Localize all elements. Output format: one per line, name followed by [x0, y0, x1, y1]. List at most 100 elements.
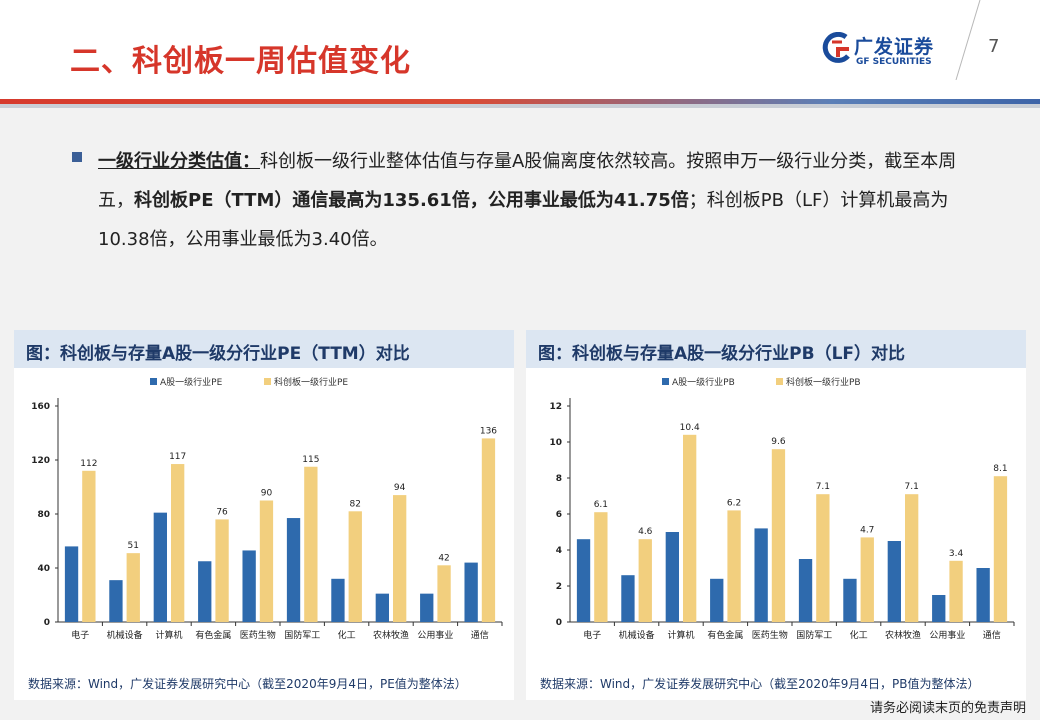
pe-legend-label-1: 科创板一级行业PE	[274, 376, 348, 388]
pe-bar-1-5	[304, 466, 318, 622]
pb-chart: A股一级行业PB 科创板一级行业PB 0 2 4 6 8 10 12 电子 6.1 机械设备 4.6 计算…	[549, 376, 1015, 641]
pe-bar-0-6	[331, 578, 345, 622]
pb-bar-0-1	[621, 575, 635, 622]
pe-bar-1-9	[481, 438, 496, 622]
pe-bar-1-6	[348, 511, 362, 622]
pb-data-label-1-9: 8.1	[993, 464, 1007, 474]
pe-x-tick-label-0: 电子	[71, 629, 89, 641]
pe-data-label-1-5: 115	[302, 455, 319, 465]
pe-chart-title-bar: 图：科创板与存量A股一级分行业PE（TTM）对比	[14, 330, 514, 368]
pe-y-tick-label-1: 40	[37, 564, 50, 574]
slide-title: 二、科创板一周估值变化	[70, 44, 411, 79]
pe-bar-1-7	[393, 495, 407, 622]
pb-legend-swatch-1	[776, 378, 783, 385]
pe-bar-1-2	[171, 464, 185, 622]
pb-data-label-1-1: 4.6	[638, 527, 653, 537]
pb-bar-0-0	[576, 539, 591, 622]
pe-data-label-1-3: 76	[216, 507, 228, 517]
pe-legend-swatch-1	[264, 378, 271, 385]
pb-y-tick-label-0: 0	[556, 618, 562, 628]
pb-bar-1-4	[771, 449, 786, 622]
pb-y-tick-label-6: 12	[549, 402, 562, 412]
pb-bar-0-6	[843, 578, 857, 622]
pe-data-label-1-8: 42	[438, 553, 449, 563]
summary-text-1: 科创板一级行业整体估值与存量A股偏离度依然较高。按照申万一级行业分类，截至本周五…	[98, 151, 957, 211]
pe-data-label-1-6: 82	[350, 499, 361, 509]
pb-bar-1-9	[993, 476, 1008, 622]
disclaimer: 请务必阅读末页的免责声明	[869, 701, 1026, 716]
pb-bar-1-6	[860, 537, 874, 622]
pe-chart-title: 图：科创板与存量A股一级分行业PE（TTM）对比	[26, 344, 410, 364]
pb-chart-panel: 图：科创板与存量A股一级分行业PB（LF）对比 A股一级行业PB 科创板一级行业P…	[526, 330, 1026, 700]
pb-x-tick-label-1: 机械设备	[619, 629, 655, 641]
pb-x-tick-label-2: 计算机	[667, 629, 694, 641]
pe-bar-0-8	[420, 593, 434, 622]
pb-data-label-1-3: 6.2	[727, 498, 741, 508]
pe-x-tick-label-2: 计算机	[155, 629, 182, 641]
pe-data-label-1-2: 117	[169, 452, 186, 462]
pb-y-tick-label-4: 8	[556, 474, 562, 484]
pe-bar-0-2	[153, 512, 167, 622]
pb-x-tick-label-0: 电子	[583, 629, 601, 641]
pb-data-label-1-5: 7.1	[816, 482, 830, 492]
pe-y-tick-label-0: 0	[44, 618, 50, 628]
pb-bar-0-7	[887, 541, 901, 622]
pe-legend-label-0: A股一级行业PE	[160, 376, 223, 388]
pb-chart-title: 图：科创板与存量A股一级分行业PB（LF）对比	[538, 344, 906, 364]
pe-bar-0-4	[242, 550, 256, 622]
company-logo: 广发证券 GF SECURITIES	[822, 30, 942, 72]
pe-bar-1-4	[259, 500, 274, 622]
page-number: 7	[988, 36, 1000, 57]
pb-bar-1-1	[638, 539, 652, 622]
pb-bar-1-7	[905, 494, 919, 622]
pe-x-tick-label-1: 机械设备	[107, 629, 143, 641]
pe-chart-panel: 图：科创板与存量A股一级分行业PE（TTM）对比 A股一级行业PE 科创板一级行业…	[14, 330, 514, 700]
logo-text-en: GF SECURITIES	[856, 57, 932, 67]
pb-data-label-1-7: 7.1	[904, 482, 918, 492]
pb-bar-1-3	[727, 510, 741, 622]
pb-data-label-1-0: 6.1	[594, 500, 608, 510]
pb-y-tick-label-5: 10	[549, 438, 562, 448]
gf-logo-icon	[822, 32, 850, 63]
pb-x-tick-label-9: 通信	[983, 629, 1001, 641]
summary-text-2: ；科创板PB（LF）计算机最高为10.38倍，公用事业最低为3.40倍。	[98, 190, 949, 250]
pb-bar-1-0	[594, 512, 608, 622]
header-divider	[955, 0, 981, 80]
pb-y-tick-label-1: 2	[556, 582, 562, 592]
summary-label: 一级行业分类估值：	[98, 151, 260, 172]
pb-bar-0-3	[710, 578, 724, 622]
pb-x-tick-label-7: 农林牧渔	[885, 629, 921, 641]
pb-legend-label-0: A股一级行业PB	[672, 376, 735, 388]
pb-x-tick-label-8: 公用事业	[929, 629, 965, 641]
pe-x-tick-label-8: 公用事业	[417, 629, 453, 641]
pb-x-tick-label-3: 有色金属	[707, 629, 743, 641]
pe-bar-0-7	[375, 593, 389, 622]
pe-x-tick-label-6: 化工	[338, 629, 356, 641]
pe-bar-1-1	[126, 553, 140, 622]
pb-x-tick-label-5: 国防军工	[796, 629, 832, 641]
pe-bar-0-0	[64, 546, 79, 622]
pe-data-label-1-0: 112	[80, 459, 97, 469]
pb-legend-label-1: 科创板一级行业PB	[786, 376, 861, 388]
pe-chart-source: 数据来源：Wind，广发证券发展研究中心（截至2020年9月4日，PE值为整体法…	[28, 677, 467, 691]
pe-legend-swatch-0	[150, 378, 157, 385]
pe-data-label-1-7: 94	[394, 483, 406, 493]
pe-bar-0-9	[464, 562, 478, 622]
pe-x-tick-label-5: 国防军工	[284, 629, 320, 641]
pe-data-label-1-9: 136	[480, 426, 497, 436]
pe-data-label-1-1: 51	[128, 541, 139, 551]
logo-text-cn: 广发证券	[854, 36, 935, 58]
pb-data-label-1-2: 10.4	[680, 423, 700, 433]
pe-x-tick-label-4: 医药生物	[240, 629, 276, 641]
bullet-square-icon	[72, 152, 82, 162]
pb-chart-title-bar: 图：科创板与存量A股一级分行业PB（LF）对比	[526, 330, 1026, 368]
pb-bar-1-2	[683, 434, 697, 622]
pb-bar-1-8	[949, 560, 963, 622]
pb-y-tick-label-3: 6	[556, 510, 562, 520]
pe-y-tick-label-3: 120	[31, 456, 50, 466]
pb-chart-source: 数据来源：Wind，广发证券发展研究中心（截至2020年9月4日，PB值为整体法…	[540, 677, 980, 691]
summary-paragraph: 一级行业分类估值：科创板一级行业整体估值与存量A股偏离度依然较高。按照申万一级行…	[98, 142, 978, 259]
pe-bar-0-1	[109, 580, 123, 622]
pb-bar-0-5	[798, 559, 813, 622]
pb-x-tick-label-6: 化工	[850, 629, 868, 641]
